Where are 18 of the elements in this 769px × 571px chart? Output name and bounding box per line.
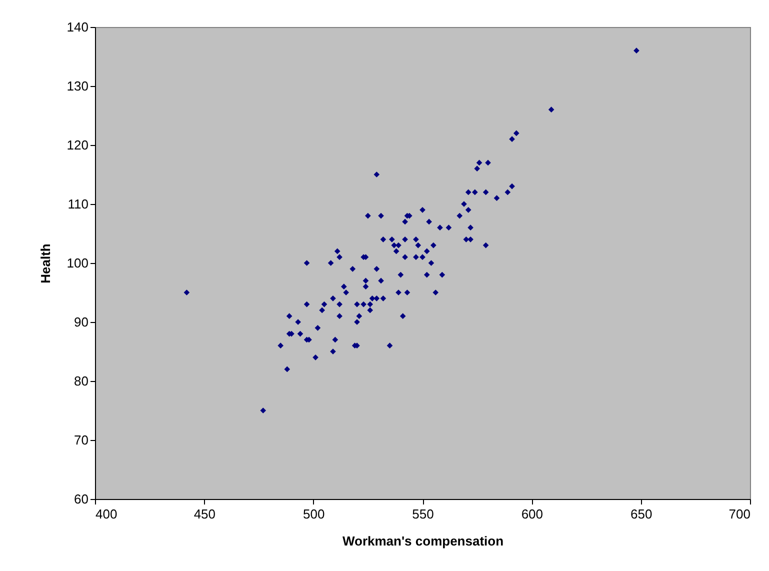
y-tick-label: 120 bbox=[66, 138, 88, 152]
x-tick-label: 700 bbox=[728, 506, 750, 522]
x-tick-label: 450 bbox=[194, 506, 216, 522]
x-tick-label: 600 bbox=[521, 506, 544, 522]
y-tick-label: 100 bbox=[66, 256, 88, 270]
y-tick-label: 80 bbox=[74, 374, 88, 388]
y-tick-label: 60 bbox=[74, 492, 88, 506]
y-axis-title: Health bbox=[38, 244, 53, 284]
x-axis-title: Workman's compensation bbox=[342, 534, 504, 548]
y-tick-label: 70 bbox=[74, 432, 88, 448]
y-tick-label: 110 bbox=[68, 196, 88, 212]
x-tick-label: 400 bbox=[96, 506, 118, 522]
y-tick-label: 130 bbox=[66, 78, 88, 94]
x-tick-label: 550 bbox=[412, 506, 434, 522]
y-tick-label: 140 bbox=[66, 20, 88, 34]
x-tick-label: 500 bbox=[302, 506, 325, 522]
y-tick-label: 90 bbox=[74, 314, 88, 330]
x-tick-label: 650 bbox=[630, 506, 652, 522]
